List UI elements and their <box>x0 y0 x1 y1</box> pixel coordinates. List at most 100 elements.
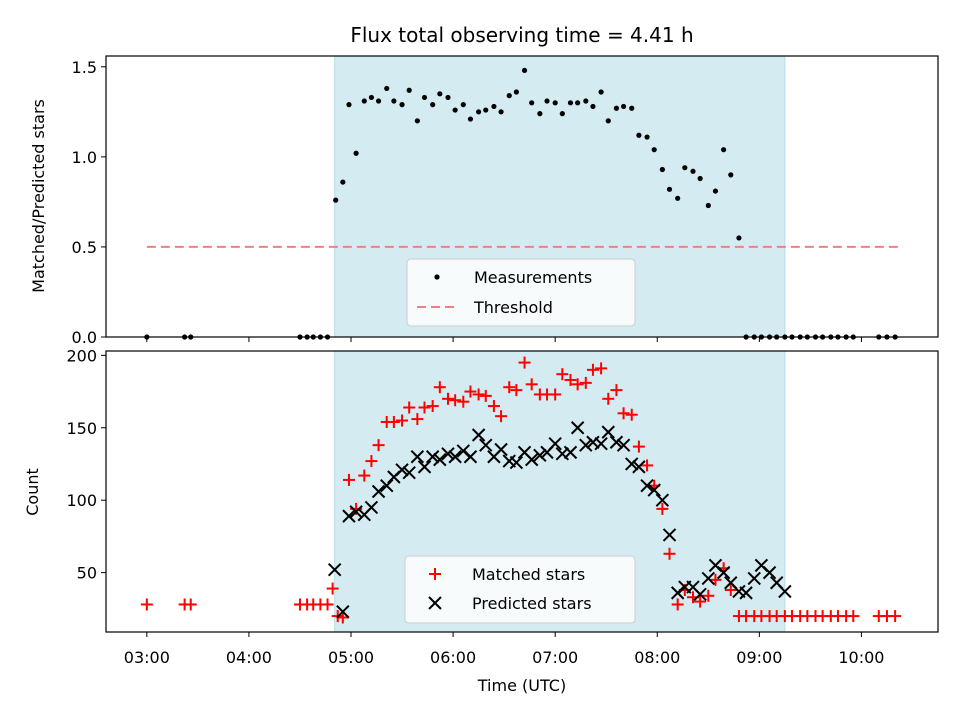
measurement-point <box>445 94 451 101</box>
predicted-star-point <box>625 457 639 471</box>
measurement-point <box>368 94 375 101</box>
predicted-star-point <box>463 450 478 464</box>
bottom-panel: 50 100 150 200 03:00 04:00 05:00 06:00 07:00 08:… <box>23 346 939 695</box>
predicted-star-point <box>371 484 386 499</box>
matched-star-point <box>724 583 737 596</box>
measurement-point <box>391 98 397 104</box>
matched-star-point <box>586 363 599 376</box>
measurement-point <box>583 98 589 104</box>
measurement-point <box>728 172 734 178</box>
x-axis-label: Time (UTC) <box>477 676 566 695</box>
matched-star-point <box>342 473 355 486</box>
predicted-star-point <box>716 565 731 580</box>
top-legend: Measurements Threshold <box>406 258 636 327</box>
matched-star-point <box>889 610 902 623</box>
matched-star-point <box>632 440 645 453</box>
measurement-point <box>590 103 596 110</box>
bottom-y-axis-label: Count <box>23 468 42 516</box>
measurement-point <box>613 105 620 111</box>
matched-star-point <box>140 598 153 611</box>
predicted-star-point <box>524 452 539 467</box>
matched-star-point <box>847 610 860 623</box>
matched-star-point <box>411 413 424 426</box>
x-tick-label: 07:00 <box>532 648 578 667</box>
top-y-axis-label: Matched/Predicted stars <box>29 99 48 293</box>
matched-star-point <box>694 595 707 608</box>
y-tick-label: 50 <box>77 564 97 583</box>
legend-matched-marker <box>429 568 441 580</box>
measurement-point <box>605 118 611 124</box>
predicted-star-point <box>349 505 363 519</box>
measurement-point <box>529 100 535 106</box>
measurement-point <box>483 107 489 113</box>
measurement-point <box>705 202 711 209</box>
measurement-point <box>620 103 627 110</box>
matched-star-point <box>610 384 623 397</box>
measurement-point <box>598 89 604 95</box>
y-tick-label: 1.5 <box>72 58 97 77</box>
measurement-point <box>460 102 466 108</box>
predicted-star-point <box>479 438 493 452</box>
matched-star-point <box>564 373 577 386</box>
predicted-star-point <box>739 586 753 600</box>
measurement-point <box>399 102 405 108</box>
matched-star-point <box>702 589 715 602</box>
measurement-point <box>513 89 519 95</box>
predicted-star-point <box>327 563 342 577</box>
predicted-star-point <box>336 605 350 619</box>
measurement-point <box>375 98 382 104</box>
predicted-star-point <box>410 450 425 464</box>
matched-star-point <box>418 401 431 414</box>
matched-star-point <box>372 439 385 452</box>
matched-star-point <box>617 407 630 420</box>
predicted-star-point <box>364 500 379 515</box>
top-legend-box <box>406 258 636 327</box>
chart-title: Flux total observing time = 4.41 h <box>350 23 693 47</box>
matched-star-point <box>403 401 416 414</box>
matched-star-point <box>503 381 516 394</box>
measurement-point <box>675 195 681 201</box>
measurement-point <box>467 116 474 122</box>
measurement-point <box>567 100 574 106</box>
x-tick-label: 08:00 <box>634 648 680 667</box>
measurement-point <box>644 134 650 140</box>
bottom-legend-box <box>404 555 636 624</box>
predicted-star-point <box>778 584 792 599</box>
legend-measurements-marker <box>434 274 440 280</box>
predicted-star-point <box>441 447 455 461</box>
predicted-star-point <box>662 528 677 542</box>
matched-star-point <box>457 395 470 408</box>
measurement-point <box>476 109 482 115</box>
measurement-point <box>346 102 352 108</box>
legend-predicted-marker <box>428 596 442 610</box>
predicted-star-point <box>548 436 562 451</box>
legend-threshold-label: Threshold <box>473 298 553 317</box>
matched-star-point <box>449 394 462 407</box>
measurement-point <box>636 132 642 138</box>
bottom-legend: Matched stars Predicted stars <box>404 555 636 624</box>
measurement-point <box>712 188 719 194</box>
matched-star-point <box>321 598 334 611</box>
measurement-point <box>552 100 558 106</box>
predicted-star-point <box>417 460 432 474</box>
measurement-point <box>537 111 543 117</box>
measurement-point <box>659 166 665 173</box>
measurement-point <box>651 147 657 153</box>
top-y-ticks: 0.0 0.5 1.0 1.5 <box>72 58 106 347</box>
matched-star-point <box>336 611 349 624</box>
matched-star-point <box>671 598 684 611</box>
measurement-point <box>697 175 703 182</box>
legend-predicted-label: Predicted stars <box>472 594 592 613</box>
matched-star-point <box>472 388 485 401</box>
measurement-point <box>506 93 512 99</box>
measurement-point <box>384 85 390 92</box>
bottom-x-ticks: 03:00 04:00 05:00 06:00 07:00 08:00 09:00 10:00 <box>124 632 884 667</box>
predicted-star-point <box>762 565 777 580</box>
x-tick-label: 04:00 <box>226 648 272 667</box>
predicted-star-point <box>632 460 646 474</box>
measurement-point <box>498 109 504 115</box>
top-panel: 0.0 0.5 1.0 1.5 Flux total observing time =… <box>29 23 939 347</box>
matched-star-point <box>595 362 608 375</box>
x-tick-label: 03:00 <box>124 648 170 667</box>
